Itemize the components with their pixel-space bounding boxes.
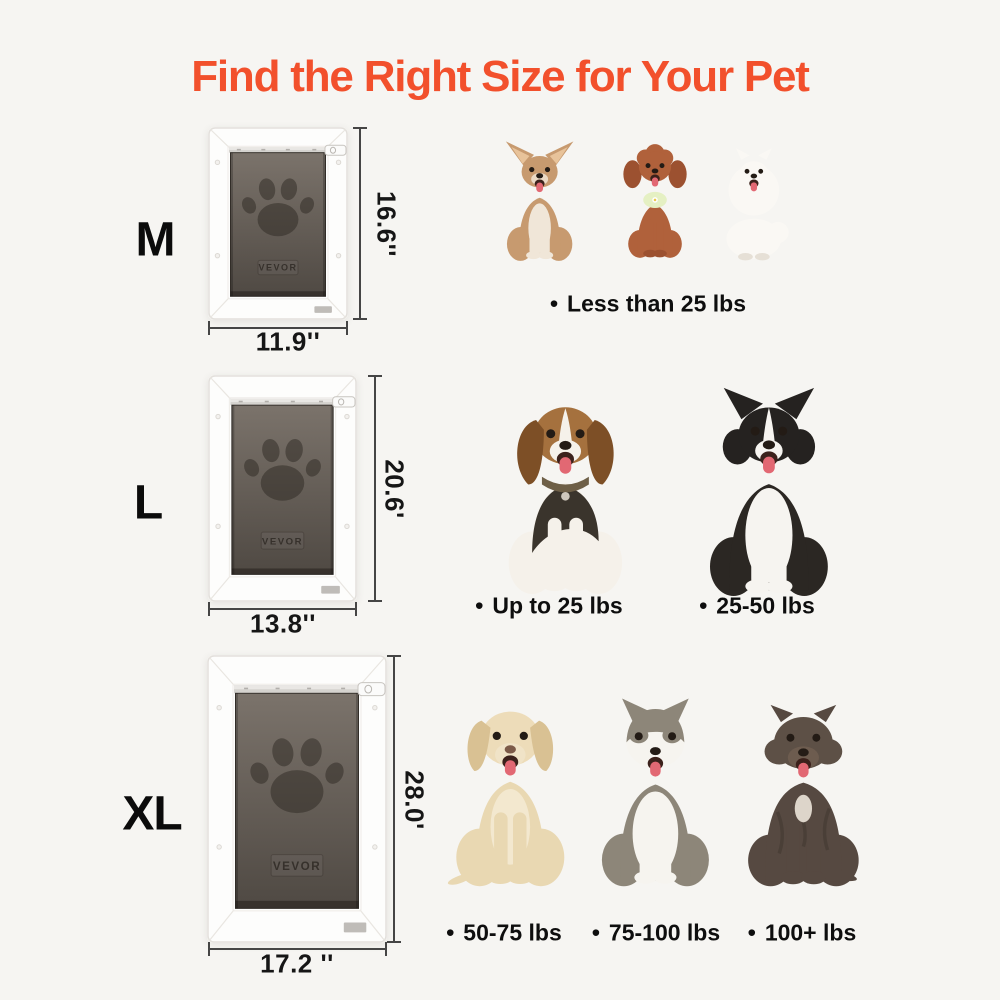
- weight-range-label: • 25-50 lbs: [699, 593, 815, 620]
- width-dimension-line: [208, 602, 357, 616]
- size-label-xl: XL: [122, 787, 182, 841]
- svg-text:VEVOR: VEVOR: [258, 263, 297, 273]
- svg-text:VEVOR: VEVOR: [262, 536, 303, 547]
- dog-photo-chihuahua: [495, 138, 584, 262]
- weight-range-label: • Less than 25 lbs: [550, 291, 746, 318]
- height-dimension-line: [353, 127, 367, 320]
- height-dimension-label: 28.0': [399, 770, 430, 830]
- dog-photo-malamute: [584, 695, 727, 888]
- weight-range-text: 75-100 lbs: [608, 919, 721, 946]
- svg-text:VEVOR: VEVOR: [273, 860, 321, 873]
- height-dimension-line: [387, 655, 401, 943]
- weight-range-label: • Up to 25 lbs: [475, 593, 622, 620]
- dog-photo-labrador: [441, 690, 580, 888]
- dog-photo-beagle: [495, 376, 636, 596]
- weight-range-label: • 75-100 lbs: [592, 920, 720, 947]
- bullet-icon: •: [446, 919, 455, 946]
- bullet-icon: •: [549, 290, 559, 317]
- weight-range-label: • 100+ lbs: [748, 920, 857, 947]
- bullet-icon: •: [747, 919, 756, 946]
- height-dimension-label: 16.6'': [371, 191, 402, 257]
- height-dimension-label: 20.6': [379, 459, 410, 519]
- weight-range-text: 50-75 lbs: [463, 919, 562, 946]
- pet-door-m: VEVOR: [208, 127, 348, 320]
- width-dimension-label: 11.9'': [255, 326, 321, 357]
- bullet-icon: •: [475, 592, 484, 619]
- dog-photo-pitbull: [735, 698, 872, 888]
- pet-door-l: VEVOR: [208, 375, 357, 602]
- width-dimension-line: [208, 942, 387, 956]
- weight-range-label: • 50-75 lbs: [446, 920, 562, 947]
- page-title: Find the Right Size for Your Pet: [191, 52, 810, 101]
- bullet-icon: •: [591, 919, 600, 946]
- width-dimension-line: [208, 321, 348, 335]
- weight-range-text: Up to 25 lbs: [492, 592, 623, 619]
- dog-photo-poodle: [609, 142, 701, 260]
- weight-range-text: 25-50 lbs: [716, 592, 815, 619]
- dog-photo-pomeranian: [704, 146, 804, 262]
- width-dimension-label: 17.2 '': [260, 948, 334, 979]
- size-label-l: L: [133, 476, 163, 530]
- width-dimension-label: 13.8'': [250, 608, 316, 639]
- weight-range-text: 100+ lbs: [764, 919, 857, 946]
- bullet-icon: •: [699, 592, 708, 619]
- height-dimension-line: [368, 375, 382, 602]
- weight-range-text: Less than 25 lbs: [567, 290, 747, 317]
- dog-photo-border-collie: [689, 382, 849, 598]
- pet-door-xl: VEVOR: [207, 655, 387, 943]
- size-label-m: M: [135, 213, 176, 267]
